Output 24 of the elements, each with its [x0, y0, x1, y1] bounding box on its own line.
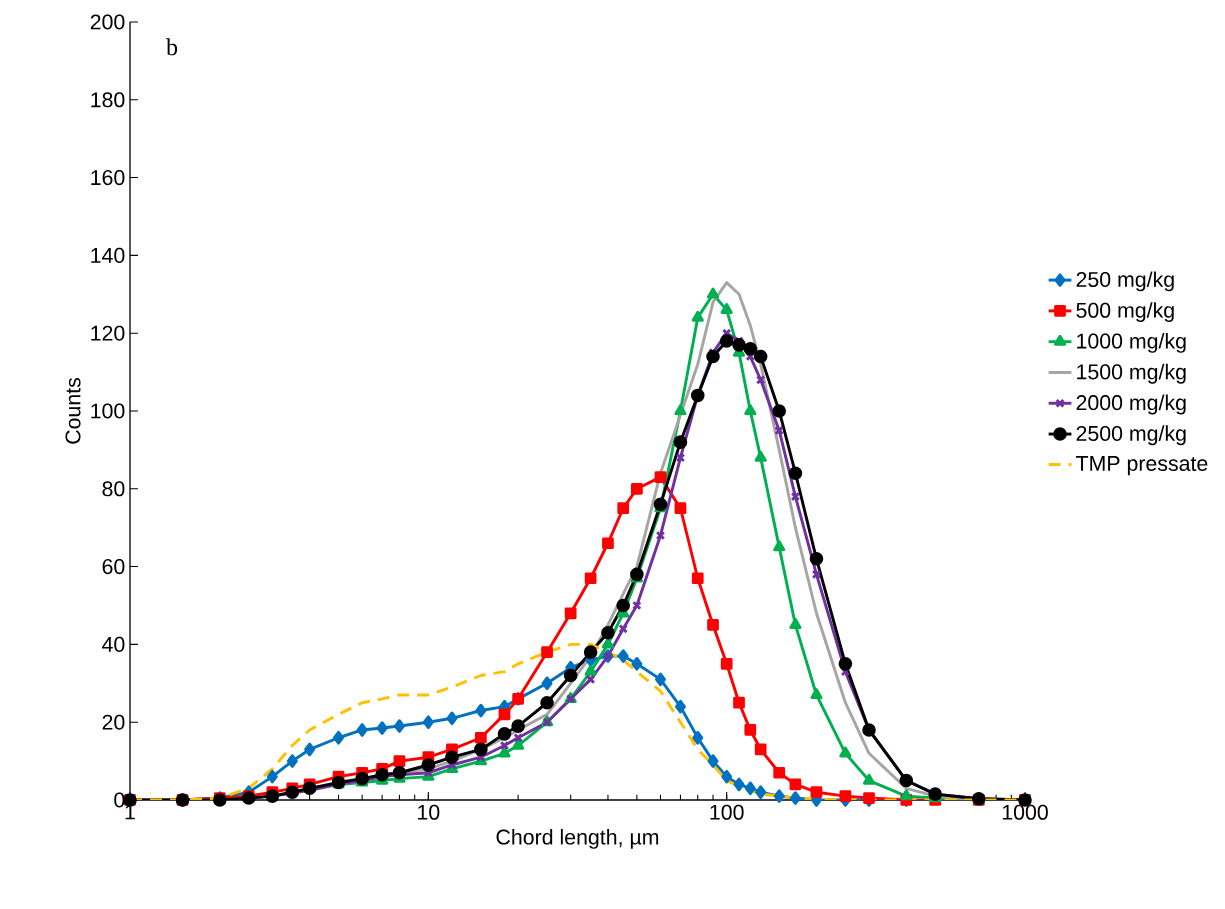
y-tick-label: 40 [102, 636, 125, 652]
y-tick-label: 160 [91, 170, 125, 186]
y-tick-label: 100 [91, 403, 125, 419]
x-tick-label: 100 [710, 804, 744, 820]
legend-label: 1000 mg/kg [1077, 332, 1186, 353]
legend-label: 250 mg/kg [1076, 271, 1174, 292]
legend-label: 2500 mg/kg [1076, 425, 1186, 446]
legend-label: 1500 mg/kg [1077, 363, 1186, 384]
y-tick-label: 20 [102, 714, 125, 730]
y-tick-label: 60 [102, 559, 125, 575]
y-tick-label: 0 [114, 792, 125, 808]
y-tick-label: 200 [90, 14, 125, 30]
y-tick-label: 180 [91, 92, 125, 108]
y-tick-label: 140 [91, 247, 125, 263]
annotation: b [166, 38, 178, 56]
y-tick-label: 80 [102, 481, 125, 497]
legend-label: 2000 mg/kg [1076, 394, 1186, 415]
legend-label: TMP pressate [1076, 456, 1208, 476]
y-tick-label: 120 [91, 325, 125, 341]
y-axis-title: Counts [65, 377, 81, 444]
legend-label: 500 mg/kg [1076, 302, 1174, 323]
x-axis-title: Chord length, µm [496, 828, 659, 849]
x-tick-label: 1000 [1002, 804, 1048, 820]
x-tick-label: 10 [418, 804, 440, 820]
